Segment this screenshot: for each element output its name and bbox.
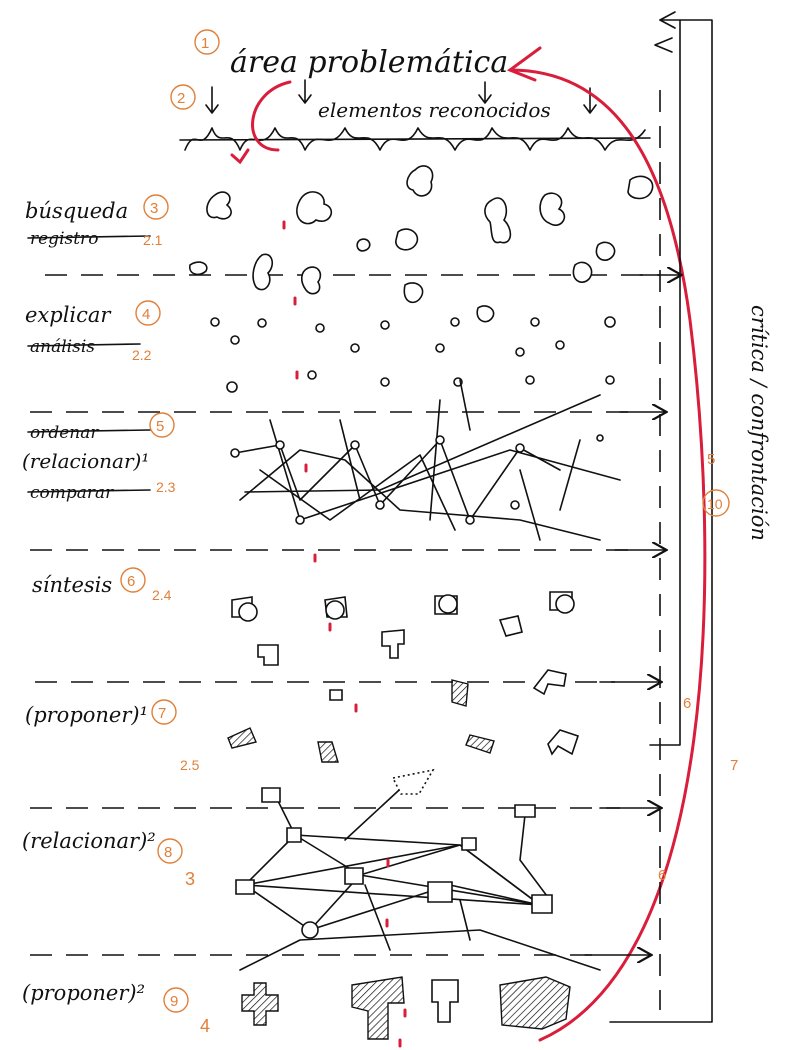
side-note-3: 7 bbox=[730, 757, 738, 774]
step-3-struck: registro bbox=[30, 229, 98, 249]
step-6-code: 2.4 bbox=[152, 587, 172, 603]
side-label: crítica / confrontación bbox=[747, 305, 771, 541]
header: 1 área problemática 2 elementos reconoci… bbox=[171, 30, 650, 150]
step-6-number: 6 bbox=[127, 573, 135, 590]
step-3-label: búsqueda bbox=[25, 199, 128, 223]
step-8-code: 3 bbox=[185, 869, 195, 889]
step-8-number: 8 bbox=[164, 844, 172, 861]
step-4-code: 2.2 bbox=[132, 347, 152, 363]
step-1-number: 1 bbox=[201, 35, 209, 52]
synthesis-shapes bbox=[232, 592, 574, 665]
subtitle: elementos reconocidos bbox=[318, 98, 551, 122]
side-note-1: 5 bbox=[707, 451, 715, 468]
step-4-struck: análisis bbox=[30, 337, 95, 357]
step-2-number: 2 bbox=[177, 90, 185, 107]
step-8-label: (relacionar)² bbox=[22, 829, 156, 853]
step-4-label: explicar bbox=[25, 303, 112, 327]
step-9-code: 4 bbox=[200, 1016, 210, 1036]
side-note-2: 6 bbox=[683, 695, 691, 712]
explain-dots bbox=[211, 306, 615, 392]
relate-network bbox=[231, 380, 620, 540]
step-5-number: 5 bbox=[156, 418, 164, 435]
step-7-label: (proponer)¹ bbox=[25, 703, 148, 727]
side-note-5: 10 bbox=[707, 496, 723, 512]
title: área problemática bbox=[230, 45, 508, 80]
proposal-shapes bbox=[228, 670, 578, 762]
step-labels: búsqueda 3 registro 2.1 explicar 4 análi… bbox=[22, 195, 210, 1036]
search-blobs bbox=[190, 166, 653, 302]
step-5-code: 2.3 bbox=[156, 479, 176, 495]
step-5-struck: ordenar bbox=[30, 423, 99, 443]
step-9-label: (proponer)² bbox=[22, 981, 145, 1005]
step-3-code: 2.1 bbox=[143, 232, 163, 248]
side-note-4: 6 bbox=[658, 867, 666, 884]
step-7-number: 7 bbox=[158, 705, 166, 722]
side-bracket: crítica / confrontación 5 6 7 6 10 bbox=[610, 12, 771, 1022]
step-9-number: 9 bbox=[170, 993, 178, 1010]
step-5-label: (relacionar)¹ bbox=[22, 449, 149, 473]
step-4-number: 4 bbox=[142, 306, 150, 323]
relate-network-2 bbox=[236, 770, 600, 970]
step-6-label: síntesis bbox=[32, 573, 112, 597]
step-7-code: 2.5 bbox=[180, 757, 200, 773]
final-proposals bbox=[242, 977, 570, 1039]
row-dividers bbox=[30, 275, 680, 955]
step-5-struck-2: comparar bbox=[30, 483, 114, 503]
step-3-number: 3 bbox=[150, 200, 158, 217]
